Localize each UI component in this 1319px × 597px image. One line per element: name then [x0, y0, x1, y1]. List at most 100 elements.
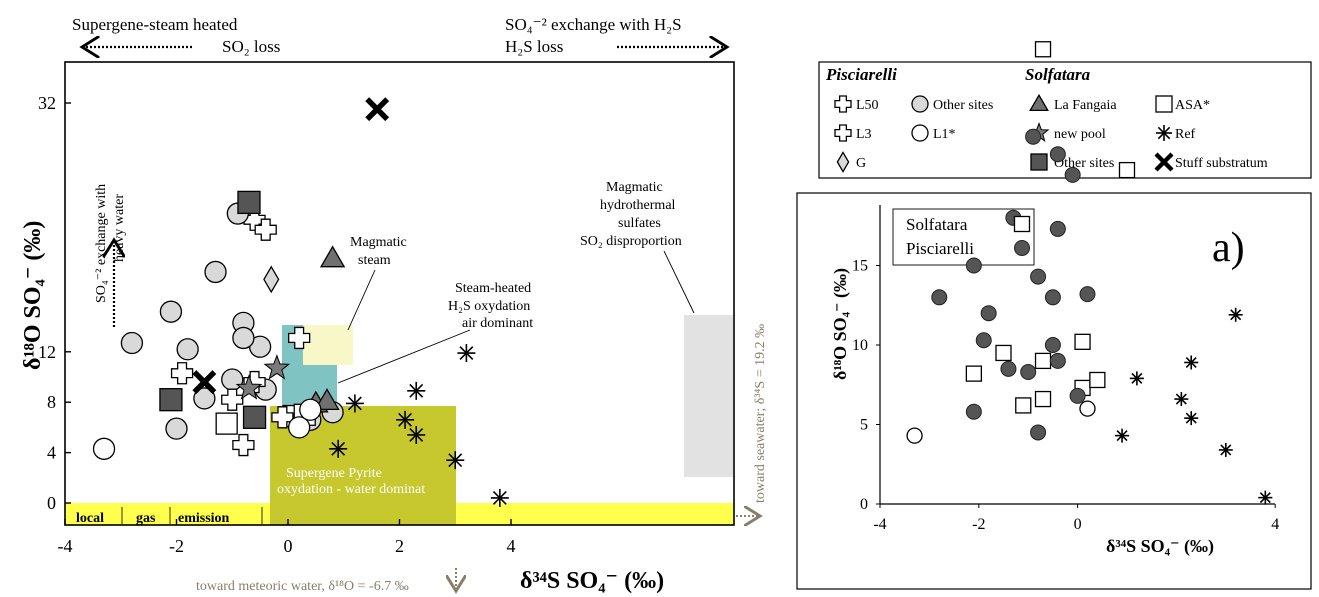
top-right-label-2: H₂S loss	[505, 37, 563, 56]
region-hydro-pointer	[663, 250, 695, 314]
inset-point-circle-dark	[1044, 289, 1061, 306]
inset-ticks: -4 -2 0 4 0 5 10 15	[852, 258, 1279, 534]
inset-x-axis-title: δ³⁴S SO₄⁻ (‰)	[1106, 536, 1214, 557]
data-point-star	[263, 354, 291, 380]
legend-mark-square-dark	[1030, 153, 1048, 171]
main-y-tick-label: 4	[47, 443, 56, 463]
data-point-triangle	[319, 245, 346, 268]
main-points	[92, 97, 509, 507]
legend-mark-diamond	[836, 151, 850, 173]
inset-point-circle-dark	[1049, 146, 1066, 163]
region-hydro-label-3: sulfates	[618, 216, 661, 231]
data-point-circle-gray	[193, 387, 216, 410]
legend-label-asa: ASA*	[1175, 98, 1210, 113]
inset-point-circle-dark	[1079, 286, 1096, 303]
data-point-cross-outline	[232, 433, 255, 457]
legend: Pisciarelli Solfatara L50 Other sites La…	[818, 61, 1312, 179]
legend-label-new-pool: new pool	[1054, 127, 1106, 142]
data-point-circle-open	[287, 416, 311, 439]
data-point-triangle	[314, 388, 340, 410]
main-ticks: -4 -2 0 2 4 0 4 8 12 32	[38, 93, 516, 556]
legend-mark-cross-outline	[834, 95, 852, 113]
vertical-annot-2: heavy water	[112, 194, 127, 262]
inset-point-square-open	[1074, 333, 1091, 350]
inset-point-circle-dark	[975, 332, 992, 349]
inset-point-circle-dark	[1020, 364, 1037, 381]
data-point-cross-outline	[243, 370, 266, 394]
inset-legend-mark-solfatara	[1013, 215, 1031, 233]
legend-mark-circle-open	[911, 124, 929, 142]
region-steam-label-2: H₂S oxydation	[448, 299, 530, 314]
legend-title-pisciarelli: Pisciarelli	[825, 65, 897, 84]
inset-point-circle-dark	[980, 305, 997, 322]
region-steam-label-3: air dominant	[462, 316, 533, 331]
data-point-diamond	[263, 265, 280, 294]
data-point-asterisk	[407, 381, 426, 400]
top-right-label-1: SO₄⁻² exchange with H₂S	[505, 15, 682, 34]
data-point-asterisk	[457, 344, 476, 363]
inset-point-asterisk	[1218, 442, 1233, 457]
region-supergene-label-1: Supergene Pyrite	[286, 466, 382, 481]
data-point-square-dark	[237, 190, 261, 215]
data-point-circle-gray	[176, 338, 199, 361]
data-point-square-dark	[242, 405, 267, 429]
data-point-asterisk	[329, 439, 348, 458]
inset-point-square-open	[1034, 390, 1052, 408]
inset-point-asterisk	[1258, 490, 1273, 505]
region-magmatic-label-2: steam	[358, 253, 391, 268]
legend-mark-square-open	[1155, 95, 1173, 113]
main-x-tick-label: 0	[284, 536, 293, 556]
data-point-x	[365, 97, 390, 122]
data-point-asterisk	[407, 425, 426, 444]
inset-y-tick-label: 15	[852, 258, 868, 275]
legend-label-l50: L50	[856, 98, 879, 113]
main-y-axis-title: δ¹⁸O SO₄⁻ (‰)	[20, 221, 46, 370]
inset-point-circle-dark	[1030, 268, 1047, 285]
legend-label-l1: L1*	[933, 127, 956, 142]
region-hydrothermal	[684, 315, 733, 477]
inset-point-asterisk	[1129, 371, 1144, 386]
inset-point-circle-dark	[965, 403, 982, 420]
region-steam-pointer	[337, 329, 471, 384]
bottom-annot: toward meteoric water, δ¹⁸O = -6.7 ‰	[196, 579, 409, 594]
main-y-tick-label: 12	[38, 342, 56, 362]
inset-point-asterisk	[1115, 428, 1130, 443]
region-magmatic-pointer	[347, 269, 376, 331]
data-point-cross-outline	[254, 218, 277, 241]
inset-panel: Solfatara Pisciarelli a) δ¹⁸O SO₄⁻ (‰) δ…	[796, 41, 1312, 590]
data-point-asterisk	[345, 394, 364, 413]
inset-point-asterisk	[1184, 411, 1199, 426]
inset-point-square-open	[1015, 397, 1032, 414]
vertical-annot-1: SO₄⁻² exchange with	[94, 184, 109, 303]
inset-point-circle-dark	[1049, 352, 1066, 369]
data-point-asterisk	[396, 410, 415, 429]
inset-legend-mark-pisciarelli	[1014, 240, 1030, 256]
legend-mark-cross-outline	[834, 124, 852, 142]
inset-x-tick-label: 0	[1074, 516, 1082, 533]
inset-point-circle-dark	[1044, 337, 1061, 353]
legend-label-l3: L3	[856, 127, 872, 142]
inset-x-tick-label: -2	[972, 516, 985, 533]
data-point-asterisk	[446, 451, 465, 470]
region-supergene-label-2: oxydation - water dominat	[277, 482, 425, 497]
region-hydro-label-4: SO₂ disproportion	[580, 234, 682, 249]
inset-point-square-open	[1089, 371, 1106, 389]
legend-marks	[834, 93, 1174, 173]
main-y-tick-label: 8	[47, 392, 56, 412]
inset-points	[906, 41, 1273, 505]
band-label-emission: emission	[178, 511, 230, 526]
top-left-label-2: SO₂ loss	[222, 37, 280, 56]
inset-point-square-open	[965, 365, 983, 382]
inset-frame	[796, 192, 1312, 590]
inset-point-circle-dark	[1025, 128, 1042, 145]
inset-point-asterisk	[1174, 392, 1189, 407]
legend-label-other-s: Other sites	[1054, 156, 1114, 171]
inset-point-circle-dark	[965, 257, 982, 274]
data-point-circle-gray	[232, 326, 255, 350]
region-hydro-label-2: hydrothermal	[600, 198, 676, 213]
region-magmatic-steam	[303, 325, 353, 365]
main-x-tick-label: -4	[58, 536, 73, 556]
inset-point-circle-dark	[931, 289, 948, 306]
inset-y-axis-title: δ¹⁸O SO₄⁻ (‰)	[830, 268, 851, 380]
